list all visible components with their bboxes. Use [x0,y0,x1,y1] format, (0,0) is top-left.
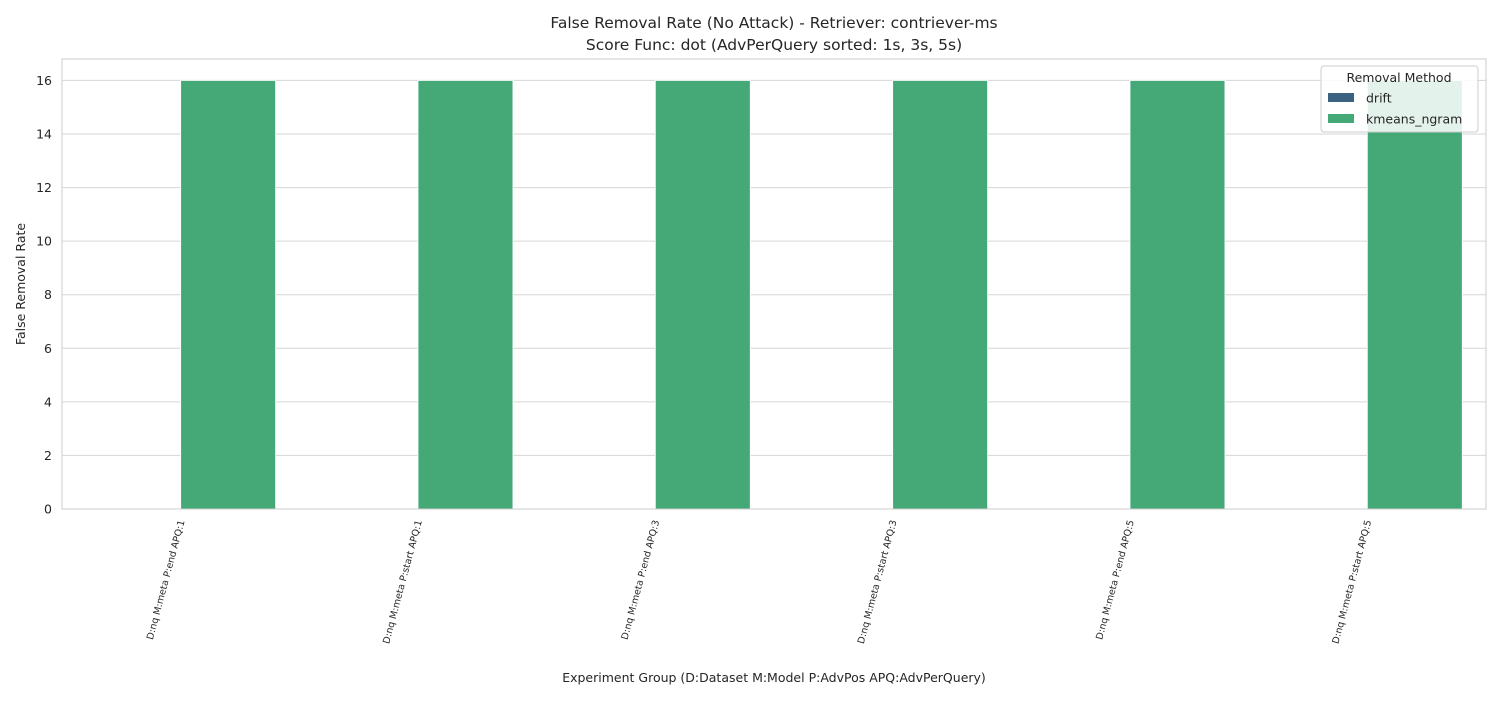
y-tick-label: 6 [44,341,52,356]
y-tick-label: 4 [44,394,52,409]
legend-entries: drift kmeans_ngram [1328,91,1462,127]
legend-swatch-drift [1328,93,1354,102]
bars [180,80,1463,510]
y-ticks: 0 2 4 6 8 10 12 14 16 [36,73,52,517]
bar-kmeans-ngram [1366,80,1463,510]
y-axis-label: False Removal Rate [13,223,28,345]
bar-kmeans-ngram [892,80,989,510]
y-tick-label: 14 [36,127,52,142]
y-tick-label: 0 [44,502,52,517]
x-tick-label: D:nq M:meta P:end APQ:5 [1094,519,1137,641]
legend-label-kmeans-ngram: kmeans_ngram [1366,112,1462,127]
bar-kmeans-ngram [417,80,514,510]
legend-title: Removal Method [1346,70,1451,85]
x-axis-label: Experiment Group (D:Dataset M:Model P:Ad… [562,670,986,685]
y-tick-label: 8 [44,287,52,302]
bar-kmeans-ngram [1129,80,1226,510]
grid [62,79,1486,510]
y-tick-label: 12 [36,180,52,195]
x-tick-label: D:nq M:meta P:start APQ:3 [856,519,900,645]
x-tick-label: D:nq M:meta P:start APQ:5 [1331,519,1375,645]
x-tick-label: D:nq M:meta P:end APQ:1 [145,519,188,641]
bar-kmeans-ngram [654,80,751,510]
y-tick-label: 16 [36,73,52,88]
chart-title-line1: False Removal Rate (No Attack) - Retriev… [550,14,997,32]
legend: Removal Method drift kmeans_ngram [1320,65,1479,133]
bar-kmeans-ngram [180,80,277,510]
x-ticks: D:nq M:meta P:end APQ:1 D:nq M:meta P:sta… [145,519,1374,645]
x-tick-label: D:nq M:meta P:start APQ:1 [381,519,425,645]
legend-box [1320,65,1479,133]
legend-swatch-kmeans-ngram [1328,114,1354,123]
plot-frame [61,58,1487,510]
chart-title-line2: Score Func: dot (AdvPerQuery sorted: 1s,… [586,36,962,54]
legend-label-drift: drift [1366,91,1392,106]
y-tick-label: 2 [44,448,52,463]
x-tick-label: D:nq M:meta P:end APQ:3 [620,519,663,641]
y-tick-label: 10 [36,234,52,249]
